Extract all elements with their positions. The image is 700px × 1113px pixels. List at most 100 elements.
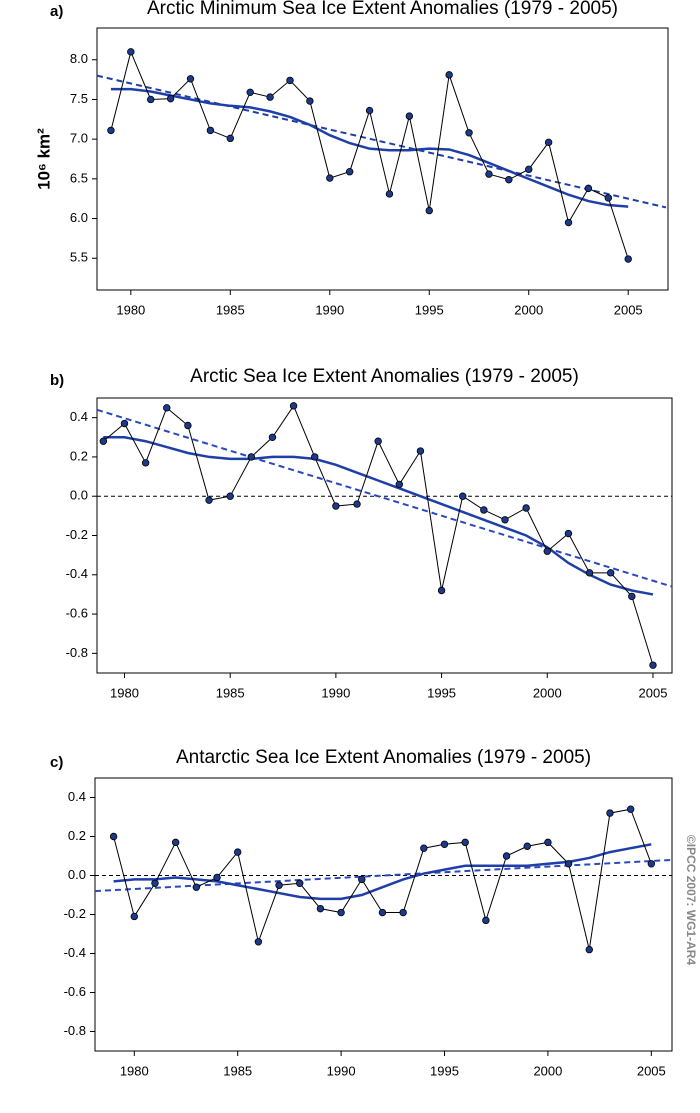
data-point (246, 88, 254, 97)
data-point (332, 502, 340, 510)
data-point (205, 496, 213, 504)
panel-label: b) (50, 372, 64, 389)
data-point (151, 879, 159, 887)
data-point (226, 492, 234, 500)
data-point (316, 904, 325, 913)
y-tick-label: 0.0 (68, 867, 86, 882)
y-tick-label: 0.4 (70, 409, 88, 424)
data-point (399, 908, 407, 917)
data-point (502, 852, 511, 860)
data-point (353, 500, 361, 508)
plot-frame (96, 397, 673, 674)
data-point (385, 190, 394, 198)
data-point (480, 506, 488, 514)
data-point (275, 881, 283, 889)
smooth-line (113, 843, 652, 901)
data-point (109, 832, 118, 841)
data-point (365, 106, 374, 115)
data-point (213, 873, 221, 882)
chart-title: Arctic Sea Ice Extent Anomalies (1979 - … (190, 366, 579, 387)
data-point (522, 504, 530, 512)
data-point (461, 838, 469, 847)
trend-line (94, 858, 673, 893)
data-point (127, 48, 135, 56)
y-tick-label: 6.5 (70, 170, 88, 185)
y-tick-label: -0.8 (64, 1023, 86, 1038)
data-point (206, 126, 215, 135)
trend-line (96, 74, 667, 209)
plot-frame (96, 27, 669, 291)
data-point (358, 875, 366, 884)
panel-label: c) (50, 754, 63, 771)
data-point (395, 480, 403, 489)
data-point (405, 112, 414, 120)
y-tick-label: -0.6 (64, 984, 86, 999)
data-point (525, 165, 533, 174)
data-point (425, 206, 433, 215)
data-point (544, 838, 552, 847)
x-tick-label: 2000 (533, 1063, 562, 1078)
data-point (296, 879, 304, 887)
x-tick-label: 1995 (430, 1063, 459, 1078)
y-tick-label: 0.2 (68, 828, 86, 843)
data-point (120, 419, 129, 428)
data-point (192, 883, 201, 891)
chart-title: Arctic Minimum Sea Ice Extent Anomalies … (147, 0, 618, 19)
data-point (628, 592, 636, 601)
data-point (440, 840, 449, 848)
data-point (184, 421, 192, 430)
y-tick-label: 7.5 (70, 91, 88, 106)
data-point (459, 492, 467, 500)
data-point (544, 138, 553, 147)
data-point (326, 174, 334, 182)
data-point (585, 569, 594, 577)
credit: ©IPCC 2007: WG1-AR4 (684, 835, 698, 966)
data-point (584, 184, 593, 193)
data-point (107, 126, 115, 135)
trend-line (96, 408, 673, 588)
data-point (649, 661, 657, 669)
data-point (505, 175, 513, 184)
x-tick-label: 1985 (223, 1063, 252, 1078)
data-point (226, 134, 234, 143)
y-tick-label: 6.0 (70, 210, 88, 225)
data-point (163, 404, 171, 412)
data-point (130, 912, 138, 921)
data-point (345, 168, 354, 176)
smooth-line (103, 436, 654, 596)
y-tick-label: 8.0 (70, 51, 88, 66)
x-tick-label: 2000 (533, 685, 562, 700)
data-point (337, 908, 345, 917)
data-point (564, 860, 573, 868)
x-tick-label: 1990 (315, 302, 344, 317)
data-point (311, 453, 319, 461)
data-point (166, 94, 175, 103)
y-tick-label: -0.2 (66, 527, 88, 542)
x-tick-label: 2000 (514, 302, 543, 317)
x-tick-label: 1980 (120, 1063, 149, 1078)
y-tick-label: -0.8 (66, 645, 88, 660)
smooth-line (110, 87, 629, 208)
data-point (171, 838, 180, 847)
y-tick-label: -0.4 (66, 566, 88, 581)
y-tick-label: -0.2 (64, 906, 86, 921)
data-point (647, 860, 656, 868)
x-tick-label: 1980 (116, 302, 145, 317)
y-tick-label: -0.6 (66, 606, 88, 621)
x-tick-label: 2005 (639, 685, 668, 700)
data-line (110, 50, 629, 260)
data-point (624, 255, 632, 263)
data-point (485, 170, 493, 178)
x-tick-label: 1980 (110, 685, 139, 700)
y-tick-label: 0.4 (68, 789, 86, 804)
data-point (289, 402, 298, 410)
x-tick-label: 1985 (216, 302, 245, 317)
data-point (564, 218, 573, 227)
data-point (247, 453, 256, 461)
y-axis-label: 10⁶ km² (34, 128, 53, 190)
y-tick-label: 0.0 (70, 488, 88, 503)
data-point (378, 908, 387, 917)
x-tick-label: 2005 (637, 1063, 666, 1078)
data-point (606, 569, 615, 577)
